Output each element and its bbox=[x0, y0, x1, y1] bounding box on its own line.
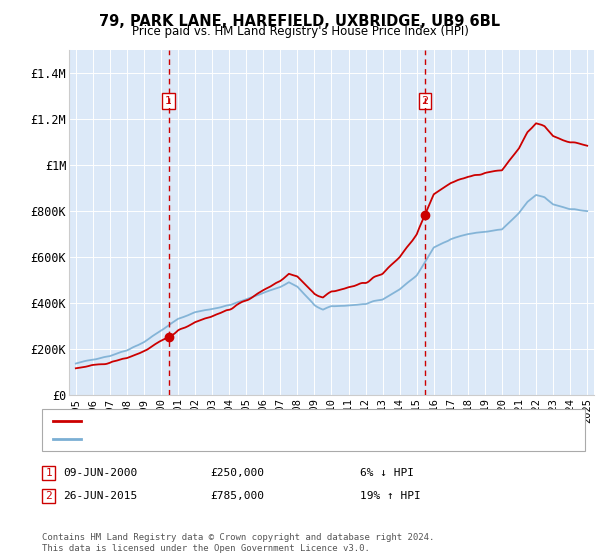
Text: 2: 2 bbox=[45, 491, 52, 501]
Text: 19% ↑ HPI: 19% ↑ HPI bbox=[360, 491, 421, 501]
Text: £785,000: £785,000 bbox=[210, 491, 264, 501]
Text: 09-JUN-2000: 09-JUN-2000 bbox=[63, 468, 137, 478]
Text: £250,000: £250,000 bbox=[210, 468, 264, 478]
Text: 6% ↓ HPI: 6% ↓ HPI bbox=[360, 468, 414, 478]
Text: HPI: Average price, detached house, Hillingdon: HPI: Average price, detached house, Hill… bbox=[85, 434, 384, 444]
Text: 1: 1 bbox=[45, 468, 52, 478]
Text: Price paid vs. HM Land Registry's House Price Index (HPI): Price paid vs. HM Land Registry's House … bbox=[131, 25, 469, 38]
Text: 1: 1 bbox=[165, 96, 172, 106]
Text: 2: 2 bbox=[421, 96, 428, 106]
Text: 79, PARK LANE, HAREFIELD, UXBRIDGE, UB9 6BL: 79, PARK LANE, HAREFIELD, UXBRIDGE, UB9 … bbox=[100, 14, 500, 29]
Text: 26-JUN-2015: 26-JUN-2015 bbox=[63, 491, 137, 501]
Text: Contains HM Land Registry data © Crown copyright and database right 2024.
This d: Contains HM Land Registry data © Crown c… bbox=[42, 533, 434, 553]
Text: 79, PARK LANE, HAREFIELD, UXBRIDGE, UB9 6BL (detached house): 79, PARK LANE, HAREFIELD, UXBRIDGE, UB9 … bbox=[85, 416, 475, 426]
